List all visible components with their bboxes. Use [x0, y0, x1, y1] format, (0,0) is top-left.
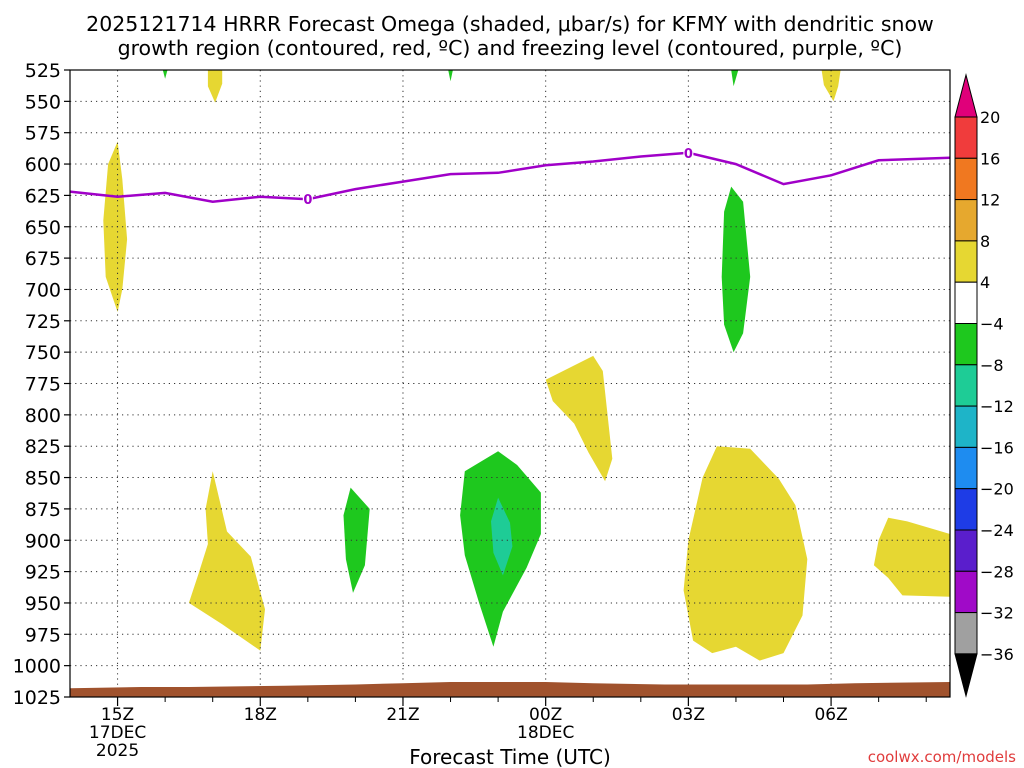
colorbar-label: −8: [980, 356, 1004, 375]
y-tick-label: 775: [25, 374, 61, 396]
omega-area-2: [207, 70, 223, 103]
freezing-level-label: 0: [302, 192, 313, 208]
colorbar-top-arrow: [954, 73, 978, 118]
colorbar-bin: [954, 488, 978, 531]
terrain-fill-layer: [70, 682, 950, 697]
chart-title-line-1: 2025121714 HRRR Forecast Omega (shaded, …: [86, 12, 934, 36]
y-tick-label: 1025: [13, 687, 61, 709]
chart-title-line-2: growth region (contoured, red, ºC) and f…: [118, 36, 903, 60]
colorbar-label: −36: [980, 645, 1014, 664]
x-tick-label: 03Z: [672, 705, 705, 725]
y-tick-label: 800: [25, 405, 61, 427]
x-tick-label: 06Z: [814, 705, 847, 725]
freezing-level-label: 0: [683, 145, 694, 162]
y-tick-label: 825: [25, 436, 61, 458]
y-tick-label: 950: [25, 593, 61, 615]
omega-area-13: [683, 446, 808, 661]
colorbar-label: 4: [980, 273, 990, 292]
y-tick-label: 875: [25, 499, 61, 521]
omega-shading-layer: [103, 70, 950, 661]
colorbar-bin: [954, 529, 978, 572]
colorbar-bin: [954, 116, 978, 159]
colorbar-label: −4: [980, 315, 1004, 334]
colorbar: 20 16 12 8 4 −4 −8 −12 −16 −20 −24 −28 −32 −36: [954, 73, 1014, 698]
omega-area-7: [721, 186, 751, 353]
colorbar-bin: [954, 323, 978, 366]
y-tick-label: 675: [25, 248, 61, 270]
omega-area-12: [491, 497, 513, 576]
x-tick-label: 15Z: [101, 705, 134, 725]
colorbar-bin: [954, 570, 978, 614]
freezing-level-label-text: 0: [303, 193, 312, 208]
credit-link[interactable]: coolwx.com/models: [868, 748, 1016, 766]
colorbar-bin: [954, 364, 978, 407]
y-axis: 525 550 575 600 625 650 675 700 725 750 775 800 825 8…: [13, 60, 70, 709]
x-tick-label: 00Z: [529, 705, 562, 725]
y-tick-label: 650: [25, 217, 61, 239]
y-tick-label: 550: [25, 91, 61, 113]
terrain-fill: [70, 682, 950, 697]
freezing-level-label-text: 0: [684, 147, 693, 162]
colorbar-bin: [954, 612, 978, 655]
colorbar-label: −20: [980, 480, 1014, 499]
colorbar-label: −28: [980, 562, 1014, 581]
x-axis-title: Forecast Time (UTC): [409, 745, 611, 768]
colorbar-bin: [954, 281, 978, 325]
y-tick-label: 575: [25, 123, 61, 145]
omega-area-10: [188, 471, 265, 651]
colorbar-bin: [954, 157, 978, 201]
colorbar-label: −32: [980, 604, 1014, 623]
colorbar-label: 8: [980, 232, 990, 251]
y-tick-label: 925: [25, 562, 61, 584]
colorbar-label: −12: [980, 397, 1014, 416]
y-tick-label: 1000: [13, 656, 61, 678]
y-tick-label: 750: [25, 342, 61, 364]
omega-area-14: [873, 517, 950, 597]
y-tick-label: 700: [25, 279, 61, 301]
colorbar-label: 12: [980, 191, 1000, 210]
y-tick-label: 600: [25, 154, 61, 176]
colorbar-label: 16: [980, 149, 1000, 168]
y-tick-label: 725: [25, 311, 61, 333]
omega-area-6: [731, 70, 739, 87]
y-tick-label: 525: [25, 60, 61, 82]
y-tick-label: 625: [25, 185, 61, 207]
omega-area-8: [545, 355, 613, 482]
y-tick-label: 975: [25, 624, 61, 646]
freezing-level-line: [69, 151, 951, 203]
colorbar-bin: [954, 240, 978, 283]
colorbar-bottom-arrow: [954, 653, 978, 698]
x-tick-label: 18Z: [244, 705, 277, 725]
freezing-level-layer: 00: [69, 145, 951, 208]
x-date-label: 18DEC: [517, 723, 574, 743]
x-date-label: 17DEC: [89, 723, 146, 743]
colorbar-bin: [954, 199, 978, 242]
colorbar-bin: [954, 446, 978, 490]
y-tick-label: 850: [25, 468, 61, 490]
x-tick-label: 21Z: [386, 705, 419, 725]
colorbar-label: 20: [980, 108, 1000, 127]
colorbar-label: −24: [980, 521, 1014, 540]
colorbar-label: −16: [980, 438, 1014, 457]
omega-area-1: [103, 141, 128, 312]
colorbar-bin: [954, 405, 978, 448]
y-tick-label: 900: [25, 530, 61, 552]
x-year-label: 2025: [96, 741, 139, 761]
omega-area-5: [448, 70, 453, 82]
omega-area-4: [162, 70, 168, 79]
